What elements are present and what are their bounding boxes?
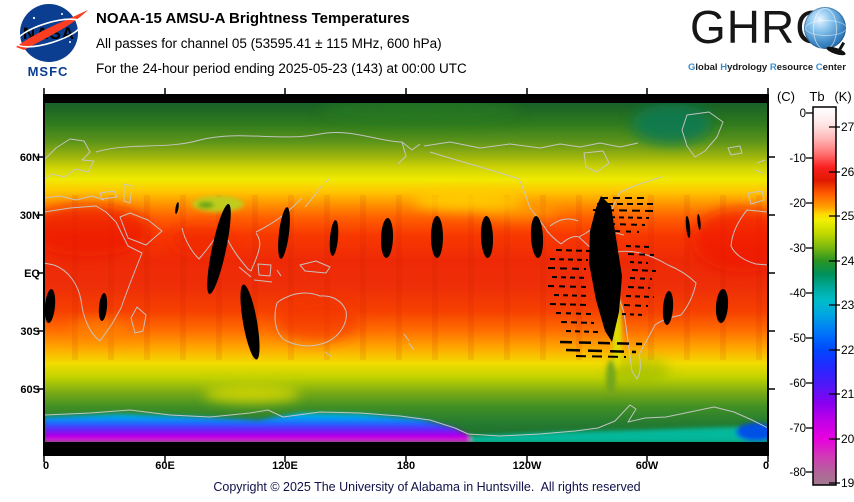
page-title: NOAA-15 AMSU-A Brightness Temperatures	[96, 10, 410, 27]
kelvin-label: 270	[841, 120, 854, 134]
colorbar-unit-k: (K)	[834, 89, 851, 104]
antarctica-cold-region	[45, 413, 767, 443]
period-subtitle: For the 24-hour period ending 2025-05-23…	[96, 61, 467, 76]
lon-label: 120W	[513, 460, 542, 472]
kelvin-scale: 270 260 250 240 230 220 210 200 190	[841, 120, 854, 490]
nasa-msfc-caption: MSFC	[27, 64, 69, 79]
lat-label: 60N	[20, 152, 40, 164]
lon-label: 0	[763, 460, 769, 472]
lon-label: 60E	[155, 460, 175, 472]
globe-icon	[804, 7, 847, 50]
nasa-insignia-icon: NASA	[15, 4, 88, 62]
colorbar: (C) Tb (K) 0 -10 -20 -30 -40	[777, 89, 854, 490]
regional-anomalies	[45, 96, 767, 403]
lon-label: 120E	[272, 460, 298, 472]
coastlines	[45, 111, 767, 437]
channel-subtitle: All passes for channel 05 (53595.41 ± 11…	[96, 36, 442, 51]
orbit-swath-texture	[45, 195, 767, 360]
scan-line-gaps	[547, 197, 657, 358]
celsius-label: -40	[789, 288, 806, 300]
lat-label: 30N	[20, 210, 40, 222]
longitude-labels: 0 60E 120E 180 120W 60W 0	[43, 460, 769, 472]
kelvin-label: 200	[841, 432, 854, 446]
south-polar-gap	[45, 442, 767, 454]
lat-label: 60S	[20, 384, 40, 396]
inter-orbit-gaps	[45, 202, 729, 360]
nasa-msfc-logo: NASA MSFC	[4, 2, 92, 88]
kelvin-label: 230	[841, 298, 854, 312]
celsius-label: -20	[789, 198, 806, 210]
kelvin-label: 240	[841, 254, 854, 268]
celsius-label: -80	[789, 467, 806, 479]
lat-label: EQ	[24, 268, 40, 280]
ghrc-logo: GHRC Global Hydrology Resource Center	[688, 2, 852, 84]
colorbar-unit-c: (C)	[777, 89, 795, 104]
kelvin-label: 190	[841, 476, 854, 490]
latitude-labels: 60N 30N EQ 30S 60S	[20, 152, 41, 396]
lon-label: 0	[43, 460, 49, 472]
colorbar-ticks	[806, 112, 840, 484]
copyright-notice: Copyright © 2025 The University of Alaba…	[213, 480, 641, 494]
lon-label: 60W	[636, 460, 659, 472]
kelvin-label: 260	[841, 165, 854, 179]
celsius-label: -10	[789, 153, 806, 165]
celsius-label: -70	[789, 423, 806, 435]
celsius-label: 0	[800, 108, 806, 120]
axis-ticks	[37, 88, 775, 462]
ghrc-tagline: Global Hydrology Resource Center	[688, 62, 846, 73]
celsius-scale: 0 -10 -20 -30 -40 -50 -60 -70 -80	[789, 108, 806, 479]
lon-label: 180	[397, 460, 415, 472]
kelvin-label: 250	[841, 209, 854, 223]
north-polar-gap	[45, 96, 767, 103]
celsius-label: -60	[789, 378, 806, 390]
missing-swath-gap	[589, 196, 622, 342]
celsius-label: -50	[789, 333, 806, 345]
kelvin-label: 210	[841, 387, 854, 401]
kelvin-label: 220	[841, 343, 854, 357]
lat-label: 30S	[20, 326, 40, 338]
celsius-label: -30	[789, 243, 806, 255]
colorbar-quantity: Tb	[809, 89, 824, 104]
colorbar-gradient	[812, 106, 837, 486]
